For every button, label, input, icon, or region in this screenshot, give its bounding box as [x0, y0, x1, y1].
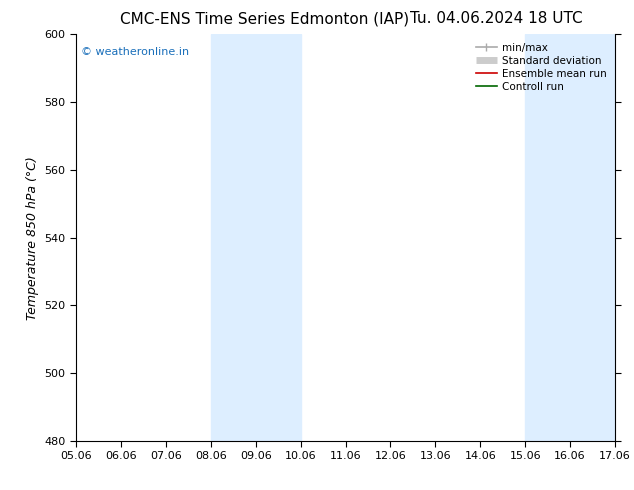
Bar: [256, 34, 301, 441]
Text: © weatheronline.in: © weatheronline.in: [81, 47, 190, 56]
Legend: min/max, Standard deviation, Ensemble mean run, Controll run: min/max, Standard deviation, Ensemble me…: [473, 40, 610, 95]
Bar: [525, 34, 570, 441]
Bar: [210, 34, 256, 441]
Y-axis label: Temperature 850 hPa (°C): Temperature 850 hPa (°C): [26, 156, 39, 319]
Bar: [570, 34, 615, 441]
Text: CMC-ENS Time Series Edmonton (IAP): CMC-ENS Time Series Edmonton (IAP): [120, 11, 410, 26]
Text: Tu. 04.06.2024 18 UTC: Tu. 04.06.2024 18 UTC: [410, 11, 583, 26]
